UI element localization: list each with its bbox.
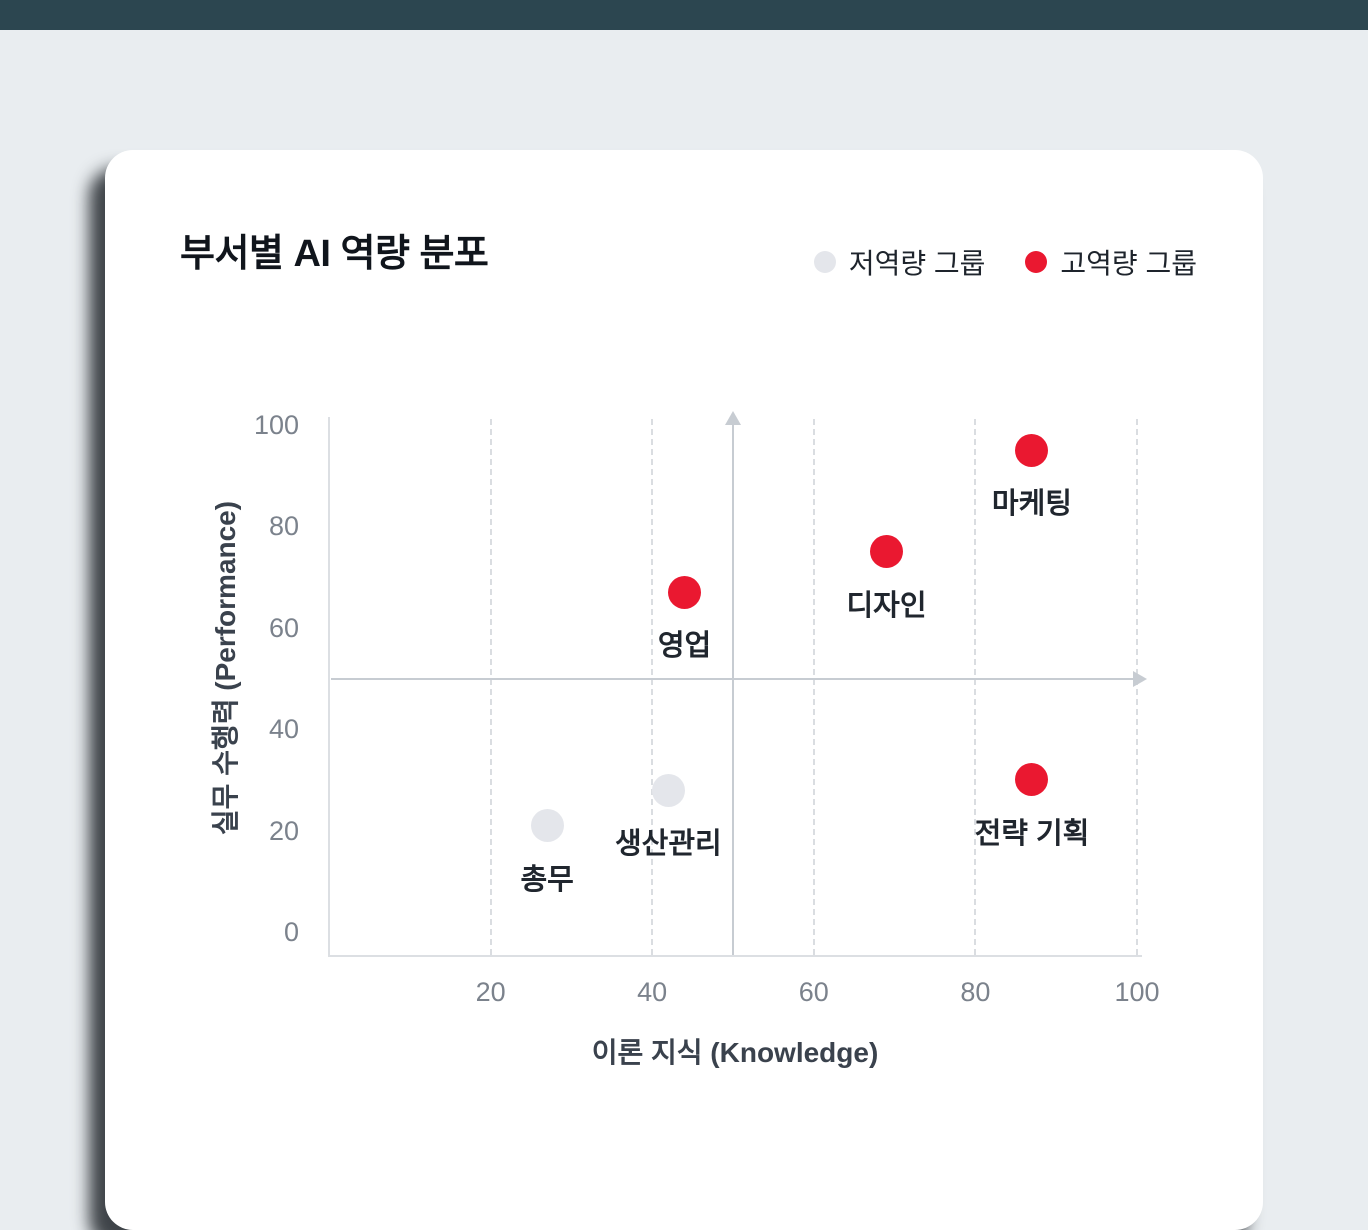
x-tick-label: 40 bbox=[637, 977, 668, 1007]
legend-label-low-group: 저역량 그룹 bbox=[848, 248, 986, 279]
x-tick-label: 20 bbox=[475, 977, 506, 1007]
y-tick-label: 0 bbox=[283, 917, 299, 947]
x-tick-label: 80 bbox=[960, 977, 991, 1007]
data-point-label: 생산관리 bbox=[614, 828, 722, 861]
legend-item-high-group[interactable]: 고역량 그룹 bbox=[1025, 242, 1197, 282]
y-tick-label: 20 bbox=[268, 815, 299, 846]
top-bar bbox=[0, 0, 1368, 30]
legend: 저역량 그룹 고역량 그룹 bbox=[813, 242, 1197, 282]
data-point[interactable] bbox=[870, 535, 904, 569]
x-axis-title: 이론 지식 (Knowledge) bbox=[591, 1037, 879, 1068]
chart-card: 부서별 AI 역량 분포 저역량 그룹 고역량 그룹 이론 지식 (Knowle… bbox=[105, 150, 1263, 1230]
data-point[interactable] bbox=[651, 773, 685, 807]
data-point[interactable] bbox=[1015, 763, 1049, 797]
data-point-label: 총무 bbox=[520, 863, 574, 896]
data-point[interactable] bbox=[530, 809, 564, 843]
quadrant-vertical-line bbox=[725, 411, 741, 955]
x-gridline bbox=[974, 419, 977, 955]
y-tick-label: 100 bbox=[253, 410, 299, 440]
red-dot-icon bbox=[1025, 251, 1048, 273]
chart-title: 부서별 AI 역량 분포 bbox=[180, 233, 489, 275]
x-gridline bbox=[489, 419, 492, 955]
x-gridline bbox=[651, 419, 654, 955]
x-tick-label: 60 bbox=[798, 977, 829, 1007]
x-axis-line bbox=[328, 955, 1142, 957]
up-arrow-icon bbox=[725, 411, 741, 425]
y-axis-line bbox=[328, 417, 330, 957]
legend-label-high-group: 고역량 그룹 bbox=[1060, 248, 1197, 279]
y-tick-label: 80 bbox=[268, 511, 299, 542]
gray-dot-icon bbox=[813, 251, 836, 273]
data-point-label: 디자인 bbox=[846, 589, 927, 622]
data-point-label: 영업 bbox=[657, 630, 712, 663]
y-tick-label: 40 bbox=[268, 714, 299, 745]
data-point[interactable] bbox=[668, 575, 702, 609]
x-gridline bbox=[812, 419, 815, 955]
data-point-label: 전략 기획 bbox=[974, 817, 1090, 850]
legend-item-low-group[interactable]: 저역량 그룹 bbox=[813, 242, 986, 282]
data-point-label: 마케팅 bbox=[991, 488, 1072, 521]
x-gridline bbox=[1136, 419, 1138, 955]
scatter-chart: 이론 지식 (Knowledge) 실무 수행력 (Performance) 2… bbox=[210, 410, 1160, 1068]
y-axis-title: 실무 수행력 (Performance) bbox=[210, 500, 241, 836]
right-arrow-icon bbox=[1133, 670, 1147, 687]
y-tick-label: 60 bbox=[268, 612, 299, 643]
x-tick-label: 100 bbox=[1114, 977, 1160, 1007]
data-point[interactable] bbox=[1015, 433, 1049, 467]
quadrant-horizontal-line bbox=[331, 670, 1147, 687]
